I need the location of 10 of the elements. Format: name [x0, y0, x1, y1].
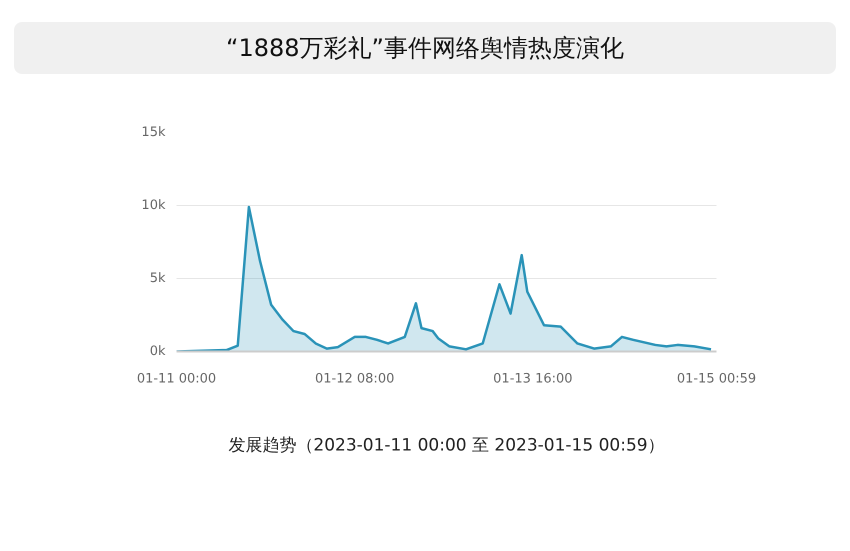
x-axis-title: 发展趋势（2023-01-11 00:00 至 2023-01-15 00:59）: [228, 436, 665, 456]
x-tick-label: 01-12 08:00: [314, 372, 394, 386]
x-tick-label: 01-11 00:00: [136, 372, 216, 386]
x-tick-label: 01-13 16:00: [493, 372, 573, 386]
y-tick-label: 5k: [150, 271, 166, 286]
y-tick-label: 15k: [141, 125, 166, 140]
x-tick-label: 01-15 00:59: [676, 372, 756, 386]
y-tick-label: 10k: [141, 198, 166, 213]
y-tick-label: 0k: [150, 344, 166, 359]
chart-title: “1888万彩礼”事件网络舆情热度演化: [226, 33, 624, 64]
